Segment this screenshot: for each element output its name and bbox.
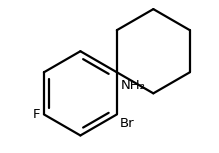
Text: F: F bbox=[33, 108, 41, 121]
Text: NH₂: NH₂ bbox=[121, 79, 146, 92]
Text: Br: Br bbox=[119, 117, 134, 130]
